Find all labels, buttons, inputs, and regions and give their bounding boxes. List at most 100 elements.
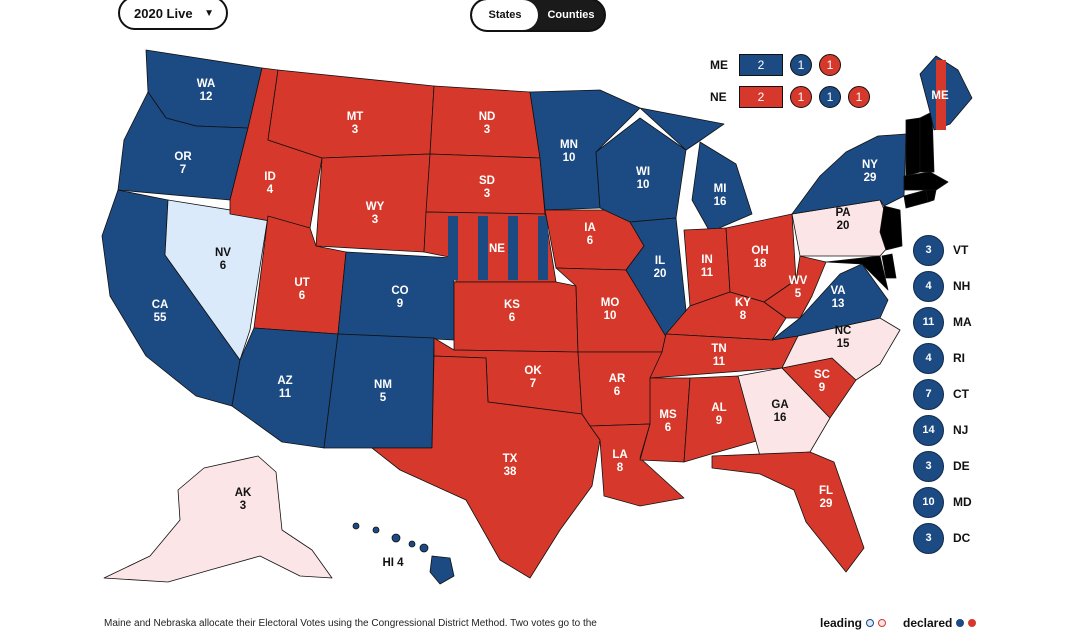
state-ev-tx: 38 [504,466,517,478]
state-label-az: AZ [277,375,292,387]
toggle-counties[interactable]: Counties [547,9,595,21]
state-label-id: ID [264,171,276,183]
state-label-ne: NE [489,243,505,255]
toggle-states[interactable]: States [472,0,538,30]
state-code: DC [953,531,971,545]
small-state-de[interactable]: 3 DE [913,448,972,484]
state-label-me: ME [931,90,949,102]
state-VA[interactable] [771,263,889,341]
state-ev-sd: 3 [484,188,490,200]
top-controls: 2020 Live ▼ States Counties [0,0,1080,36]
state-label-mo: MO [601,297,620,309]
small-state-dc[interactable]: 3 DC [913,520,972,556]
state-ev-wy: 3 [372,214,378,226]
state-ev-in: 11 [701,267,714,279]
ev-badge: 4 [913,270,944,302]
ne-district-2-badge[interactable]: 1 [819,86,841,108]
state-ev-mn: 10 [563,152,576,164]
state-ev-wv: 5 [795,288,802,300]
state-ev-az: 11 [279,388,292,400]
state-ev-or: 7 [180,164,186,176]
view-toggle: States Counties [470,0,606,32]
state-code: NJ [953,423,969,437]
state-ev-sc: 9 [819,382,825,394]
state-label-fl: FL [819,485,833,497]
state-ev-va: 13 [832,298,845,310]
state-FL[interactable] [711,451,865,573]
small-state-nh[interactable]: 4 NH [913,268,972,304]
small-state-nj[interactable]: 14 NJ [913,412,972,448]
state-NM[interactable] [323,333,435,449]
state-MD[interactable] [825,255,889,291]
footnote: Maine and Nebraska allocate their Electo… [104,618,597,629]
state-code: MD [953,495,972,509]
state-VT[interactable] [905,117,921,177]
state-label-ut: UT [294,277,309,289]
me-district-stripe [936,60,946,130]
ev-badge: 3 [913,450,944,482]
state-code: NH [953,279,971,293]
state-label-wy: WY [366,201,385,213]
state-ev-ga: 16 [774,412,787,424]
state-GA[interactable] [737,367,831,457]
state-label-nv: NV [215,247,231,259]
ev-badge: 3 [913,234,944,266]
me-district-1-badge[interactable]: 1 [790,54,812,76]
small-state-vt[interactable]: 3 VT [913,232,972,268]
legend-leading-label: leading [820,616,863,630]
state-WV[interactable] [763,255,827,319]
state-label-pa: PA [835,207,850,219]
state-MS[interactable] [639,377,691,463]
state-RI[interactable] [925,189,937,203]
state-ev-nv: 6 [220,260,226,272]
ne-statewide-badge[interactable]: 2 [739,86,783,108]
state-TX[interactable] [371,355,601,579]
state-ev-ny: 29 [864,172,877,184]
state-MA[interactable] [903,171,949,191]
state-label-in: IN [701,254,713,266]
legend-declared-label: declared [903,616,953,630]
state-label-wv: WV [789,275,808,287]
small-state-md[interactable]: 10 MD [913,484,972,520]
state-ev-mo: 10 [604,310,617,322]
state-code: CT [953,387,969,401]
state-DE[interactable] [881,253,897,279]
state-label-tx: TX [503,453,518,465]
small-state-ct[interactable]: 7 CT [913,376,972,412]
state-label-ak: AK [235,487,252,499]
small-state-ri[interactable]: 4 RI [913,340,972,376]
state-NY[interactable] [791,133,907,215]
state-label-ar: AR [609,373,626,385]
year-select[interactable]: 2020 Live ▼ [118,0,228,30]
ne-district-1-badge[interactable]: 1 [790,86,812,108]
state-CT[interactable] [903,189,929,209]
state-ev-ca: 55 [154,312,167,324]
state-NH[interactable] [919,111,935,173]
state-AL[interactable] [683,375,761,463]
ev-badge: 14 [913,414,944,446]
state-MI[interactable] [639,107,753,233]
leading-dem-dot-icon [866,619,875,627]
state-AK[interactable] [103,455,333,583]
state-NJ[interactable] [879,205,903,251]
small-state-ma[interactable]: 11 MA [913,304,972,340]
state-label-sc: SC [814,369,830,381]
state-ev-al: 9 [716,415,722,427]
me-statewide-badge[interactable]: 2 [739,54,783,76]
state-HI[interactable] [352,522,455,585]
ev-badge: 4 [913,342,944,374]
ne-district-3-badge[interactable]: 1 [848,86,870,108]
state-label-mi: MI [714,183,727,195]
state-label-nd: ND [479,111,496,123]
me-district-2-badge[interactable]: 1 [819,54,841,76]
state-ev-ar: 6 [614,386,620,398]
state-ev-tn: 11 [713,356,726,368]
ne-district-stripes [448,216,548,280]
legend-declared: declared [903,616,977,630]
state-KS[interactable] [453,281,579,353]
state-label-ia: IA [584,222,596,234]
state-label-nm: NM [374,379,392,391]
state-ev-nm: 5 [380,392,387,404]
state-label-ms: MS [659,409,677,421]
